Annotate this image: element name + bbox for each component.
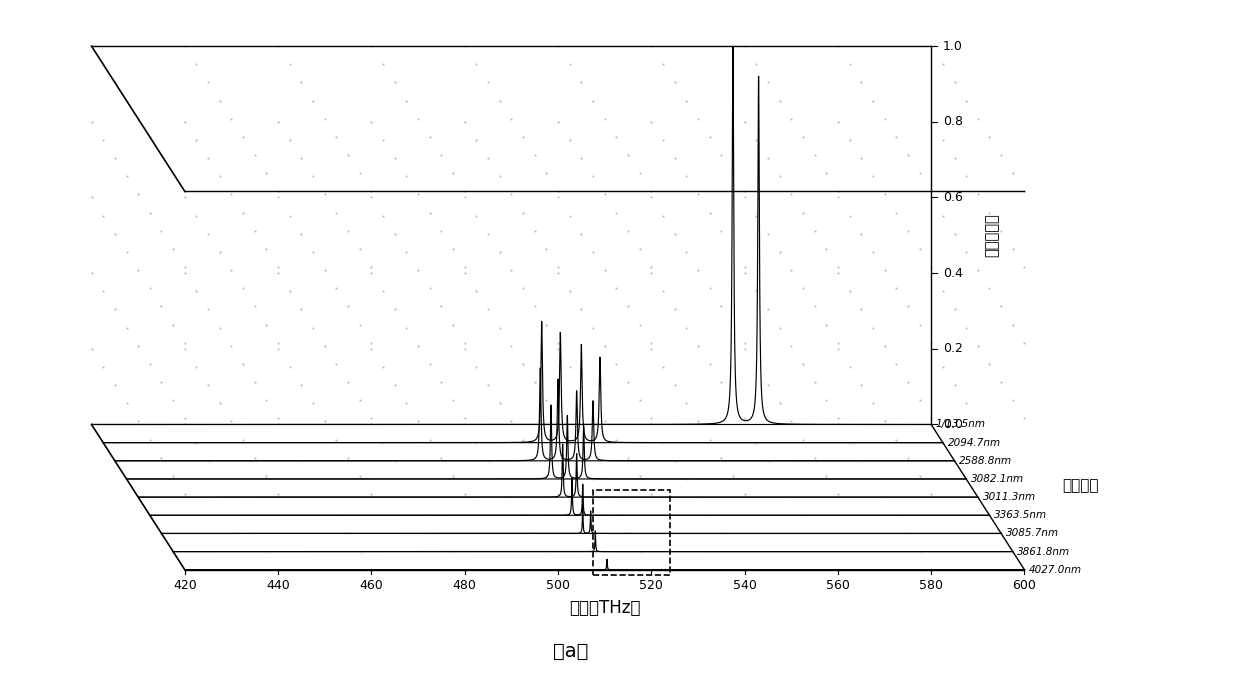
- Text: 3085.7nm: 3085.7nm: [1006, 528, 1059, 539]
- Text: 频率（THz）: 频率（THz）: [569, 599, 640, 616]
- Text: 420: 420: [172, 580, 197, 592]
- Text: 480: 480: [453, 580, 476, 592]
- Text: 500: 500: [546, 580, 570, 592]
- Text: 540: 540: [733, 580, 756, 592]
- Text: 3011.3nm: 3011.3nm: [982, 492, 1035, 502]
- Text: 560: 560: [826, 580, 849, 592]
- Text: 3363.5nm: 3363.5nm: [994, 510, 1048, 520]
- Text: 0.4: 0.4: [942, 267, 962, 280]
- Text: （a）: （a）: [553, 642, 588, 661]
- Text: 2588.8nm: 2588.8nm: [960, 456, 1012, 466]
- Text: 440: 440: [267, 580, 290, 592]
- Text: 0.0: 0.0: [942, 418, 962, 431]
- Text: 520: 520: [640, 580, 663, 592]
- Text: 0.2: 0.2: [942, 343, 962, 355]
- Text: 1/13.5nm: 1/13.5nm: [936, 419, 986, 430]
- Text: 3082.1nm: 3082.1nm: [971, 474, 1024, 484]
- Text: 0.8: 0.8: [942, 115, 962, 128]
- Text: 0.6: 0.6: [942, 191, 962, 204]
- Text: 3861.8nm: 3861.8nm: [1018, 547, 1070, 556]
- Text: 580: 580: [919, 580, 944, 592]
- Text: 1.0: 1.0: [942, 39, 962, 52]
- Text: 600: 600: [1013, 580, 1037, 592]
- Text: 归一化强度: 归一化强度: [985, 213, 999, 257]
- Text: 4027.0nm: 4027.0nm: [1029, 565, 1083, 575]
- Text: 460: 460: [360, 580, 383, 592]
- Bar: [593, 490, 670, 575]
- Text: 2094.7nm: 2094.7nm: [947, 438, 1001, 447]
- Text: 结构间隔: 结构间隔: [1061, 478, 1099, 493]
